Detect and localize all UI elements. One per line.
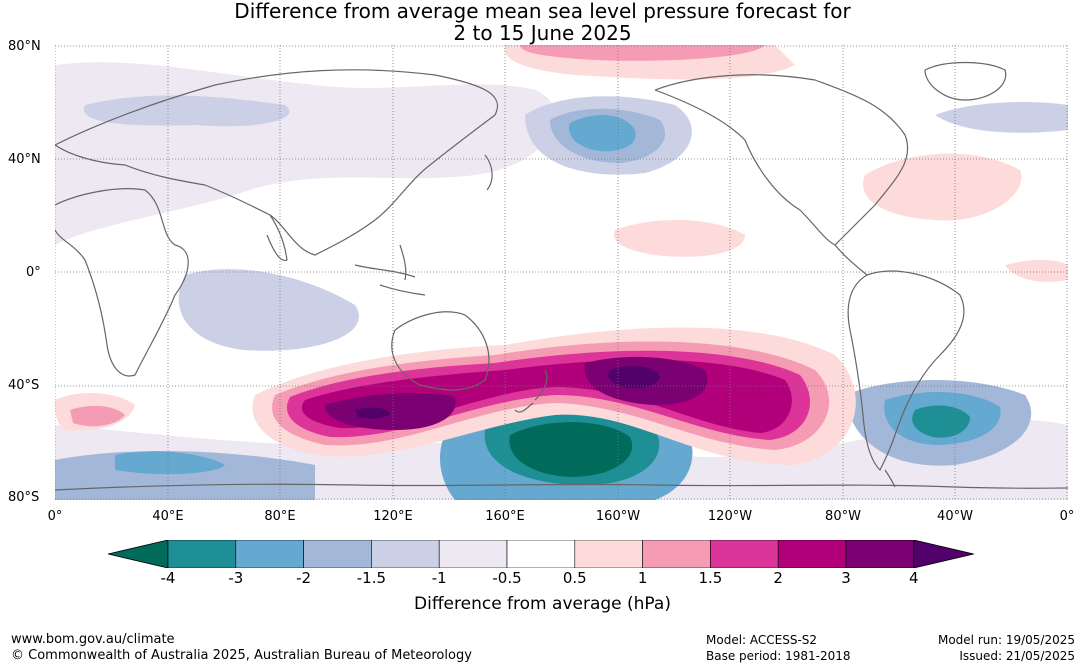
colorbar-tick-label: -0.5 — [492, 569, 522, 587]
footer-url[interactable]: www.bom.gov.au/climate — [11, 632, 175, 647]
lat-label-40n: 40°N — [8, 152, 41, 167]
lon-label-80w: 80°W — [825, 509, 861, 524]
colorbar — [108, 540, 974, 568]
colorbar-segment — [371, 540, 440, 568]
colorbar-segment — [574, 540, 643, 568]
colorbar-segment — [642, 540, 711, 568]
lat-label-0: 0° — [26, 265, 41, 280]
pressure-anomaly-map — [55, 45, 1068, 500]
map-title: Difference from average mean sea level p… — [234, 0, 851, 23]
anomaly-fills — [55, 45, 1068, 500]
footer-model: Model: ACCESS-S2 — [706, 633, 818, 647]
lon-label-0: 0° — [47, 509, 63, 524]
colorbar-tick-label: -4 — [160, 569, 176, 587]
lon-label-160e: 160°E — [485, 509, 525, 524]
footer-model-run: Model run: 19/05/2025 — [937, 633, 1075, 647]
coastlines — [55, 61, 1068, 491]
graticule — [55, 45, 1068, 500]
colorbar-segment — [167, 540, 237, 568]
colorbar-extend-high — [913, 540, 974, 568]
colorbar-segment — [845, 540, 915, 568]
colorbar-tick-label: 0.5 — [562, 569, 587, 587]
colorbar-tick-label: 1.5 — [698, 569, 723, 587]
lon-label-160w: 160°W — [595, 509, 641, 524]
colorbar-tick-label: 1 — [637, 569, 648, 587]
colorbar-tick-label: 4 — [909, 569, 919, 587]
colorbar-segment — [438, 540, 508, 568]
footer-base-period: Base period: 1981-2018 — [706, 649, 851, 663]
colorbar-segment — [777, 540, 847, 568]
colorbar-tick-label: -1 — [431, 569, 447, 587]
lat-label-80n: 80°N — [8, 39, 41, 54]
lon-label-120e: 120°E — [373, 509, 413, 524]
colorbar-tick-label: 2 — [773, 569, 783, 587]
colorbar-segment — [303, 540, 372, 568]
colorbar-tick-label: 3 — [841, 569, 851, 587]
colorbar-segment — [235, 540, 304, 568]
colorbar-label: Difference from average (hPa) — [414, 594, 671, 614]
lon-label-40w: 40°W — [937, 509, 973, 524]
footer-issued: Issued: 21/05/2025 — [959, 649, 1075, 663]
lon-label-0-east: 0° — [1059, 509, 1075, 524]
colorbar-tick-label: -3 — [228, 569, 244, 587]
footer-copyright: © Commonwealth of Australia 2025, Austra… — [11, 648, 472, 663]
colorbar-extend-low — [108, 540, 169, 568]
colorbar-tick-label: -2 — [296, 569, 312, 587]
colorbar-segment — [710, 540, 779, 568]
lat-label-40s: 40°S — [8, 378, 40, 393]
map-subtitle: 2 to 15 June 2025 — [453, 21, 632, 45]
lon-label-80e: 80°E — [264, 509, 296, 524]
colorbar-segment — [506, 540, 576, 568]
lat-label-80s: 80°S — [8, 490, 40, 505]
colorbar-tick-label: -1.5 — [356, 569, 387, 587]
lon-label-40e: 40°E — [152, 509, 184, 524]
lon-label-120w: 120°W — [707, 509, 753, 524]
